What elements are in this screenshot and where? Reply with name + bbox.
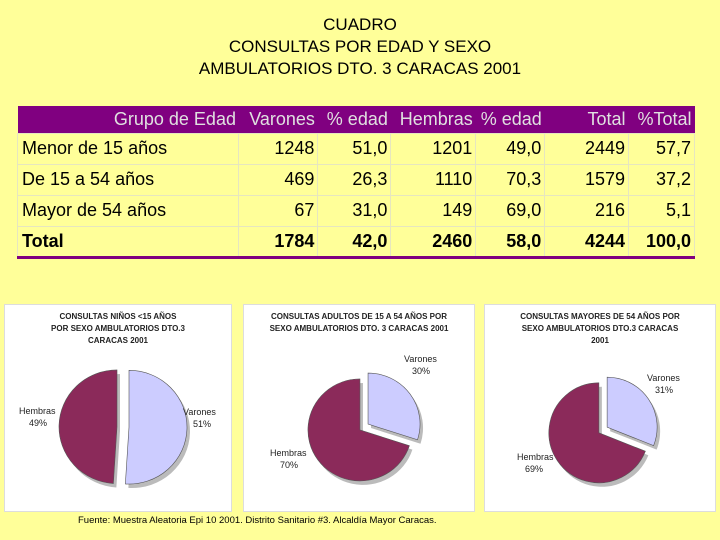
pie-slice-varones	[606, 376, 658, 446]
pie-label-name: Hembras	[270, 448, 307, 458]
pie-title: CONSULTAS ADULTOS DE 15 A 54 AÑOS POR SE…	[244, 311, 474, 335]
table-row: Menor de 15 años 1248 51,0 1201 49,0 244…	[16, 132, 695, 165]
pie-label-value: 70%	[280, 460, 299, 470]
table-cell: 49,0	[475, 132, 546, 165]
table-cell: 1248	[238, 132, 319, 165]
table-cell: 1579	[544, 163, 630, 196]
pie-label-varones: Varones 51%	[183, 406, 216, 430]
table-cell: 1201	[390, 132, 477, 165]
table-cell: 67	[238, 194, 319, 227]
pie-chart-mayores	[548, 376, 661, 487]
pie-label-name: Hembras	[517, 452, 554, 462]
table-row: Mayor de 54 años 67 31,0 149 69,0 216 5,…	[16, 194, 695, 227]
pie-label-hembras: Hembras 70%	[270, 447, 307, 471]
pie-title-line: CONSULTAS MAYORES DE 54 AÑOS POR	[520, 312, 680, 321]
header-cell: %Total	[628, 106, 695, 133]
table-total-row: Total 1784 42,0 2460 58,0 4244 100,0	[16, 225, 695, 259]
table-cell: 26,3	[317, 163, 392, 196]
pie-chart-panel-mayores: CONSULTAS MAYORES DE 54 AÑOS POR SEXO AM…	[484, 304, 716, 512]
table-cell: 69,0	[475, 194, 546, 227]
title-line-1: CUADRO	[323, 15, 397, 34]
table-cell: 100,0	[628, 225, 695, 259]
table-cell: 149	[390, 194, 477, 227]
table-cell: 51,0	[317, 132, 392, 165]
table-cell: 58,0	[475, 225, 546, 259]
header-cell: Varones	[238, 106, 318, 133]
page-title: CUADRO CONSULTAS POR EDAD Y SEXO AMBULAT…	[0, 14, 720, 80]
pie-chart-ninos	[58, 369, 190, 489]
table-cell: 5,1	[628, 194, 695, 227]
pie-label-name: Varones	[183, 407, 216, 417]
table-cell: 469	[238, 163, 319, 196]
pie-slice-hembras	[307, 378, 410, 482]
pie-chart-panel-adultos: CONSULTAS ADULTOS DE 15 A 54 AÑOS POR SE…	[243, 304, 475, 512]
header-cell: % edad	[317, 106, 391, 133]
table-cell: Mayor de 54 años	[16, 194, 240, 227]
pie-title-line: CARACAS 2001	[87, 336, 149, 345]
header-cell: Grupo de Edad	[17, 106, 239, 133]
table-cell: 1784	[238, 225, 319, 259]
pie-label-value: 51%	[193, 419, 212, 429]
header-cell: Hembras	[390, 106, 476, 133]
title-line-2: CONSULTAS POR EDAD Y SEXO	[228, 37, 492, 56]
pie-label-value: 30%	[412, 366, 431, 376]
table-cell: 1110	[390, 163, 477, 196]
table-cell: 57,7	[628, 132, 695, 165]
table-cell: Menor de 15 años	[16, 132, 240, 165]
pie-title: CONSULTAS MAYORES DE 54 AÑOS POR SEXO AM…	[485, 311, 715, 347]
pie-title-line: 2001	[591, 336, 609, 345]
consultas-table: Grupo de Edad Varones % edad Hembras % e…	[16, 106, 695, 259]
pie-title-line: POR SEXO AMBULATORIOS DTO.3	[51, 324, 185, 333]
table-cell: Total	[16, 225, 240, 259]
pie-label-name: Varones	[404, 354, 437, 364]
pie-label-varones: Varones 30%	[404, 353, 437, 377]
pie-title-line: SEXO AMBULATORIOS DTO.3 CARACAS	[521, 324, 679, 333]
header-cell: Total	[544, 106, 629, 133]
pie-slice-hembras	[548, 382, 646, 484]
table-cell: 4244	[544, 225, 630, 259]
source-footnote: Fuente: Muestra Aleatoria Epi 10 2001. D…	[78, 515, 437, 526]
table-row: De 15 a 54 años 469 26,3 1110 70,3 1579 …	[16, 163, 695, 196]
pie-label-hembras: Hembras 69%	[517, 451, 554, 475]
table-cell: 2460	[390, 225, 477, 259]
pie-label-name: Varones	[647, 373, 680, 383]
pie-slice-varones	[125, 370, 188, 485]
pie-label-hembras: Hembras 49%	[19, 405, 56, 429]
pie-slice-varones	[367, 372, 421, 441]
table-cell: 42,0	[317, 225, 392, 259]
table-cell: De 15 a 54 años	[16, 163, 240, 196]
title-line-3: AMBULATORIOS DTO. 3 CARACAS 2001	[198, 59, 522, 78]
pie-slice-hembras	[58, 369, 118, 484]
pie-title: CONSULTAS NIÑOS <15 AÑOS POR SEXO AMBULA…	[5, 311, 231, 347]
pie-title-line: CONSULTAS ADULTOS DE 15 A 54 AÑOS POR	[270, 312, 448, 321]
pie-label-name: Hembras	[19, 406, 56, 416]
table-cell: 37,2	[628, 163, 695, 196]
pie-label-varones: Varones 31%	[647, 372, 680, 396]
pie-title-line: SEXO AMBULATORIOS DTO. 3 CARACAS 2001	[269, 324, 449, 333]
table-cell: 216	[544, 194, 630, 227]
table-cell: 70,3	[475, 163, 546, 196]
table-header-row: Grupo de Edad Varones % edad Hembras % e…	[17, 106, 695, 133]
pie-title-line: CONSULTAS NIÑOS <15 AÑOS	[59, 312, 177, 321]
pie-label-value: 31%	[655, 385, 674, 395]
table-cell: 31,0	[317, 194, 392, 227]
pie-label-value: 69%	[525, 464, 544, 474]
pie-label-value: 49%	[29, 418, 48, 428]
pie-chart-adultos	[307, 372, 424, 485]
pie-chart-panel-ninos: CONSULTAS NIÑOS <15 AÑOS POR SEXO AMBULA…	[4, 304, 232, 512]
header-cell: % edad	[475, 106, 545, 133]
table-cell: 2449	[544, 132, 630, 165]
